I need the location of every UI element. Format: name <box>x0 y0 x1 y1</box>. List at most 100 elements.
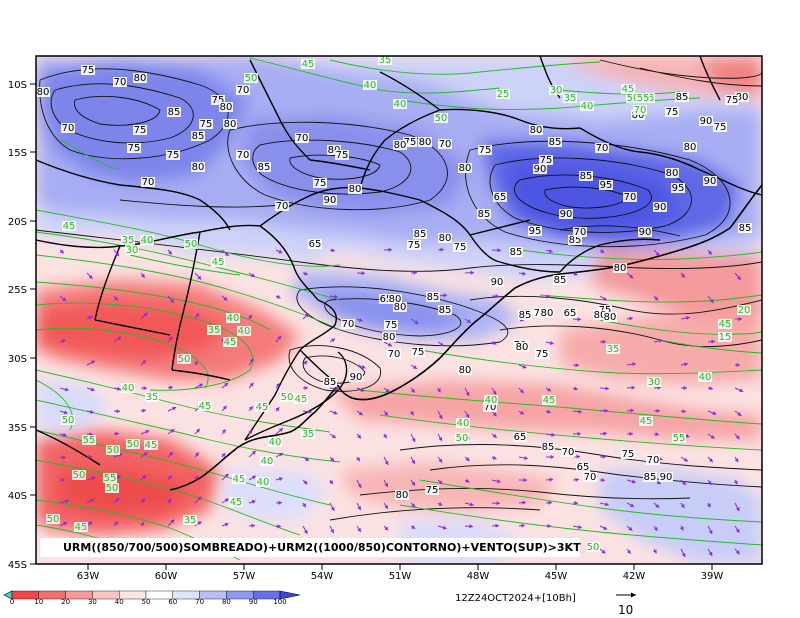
contour-label-black: 75 <box>127 143 141 154</box>
contour-label-green: 50 <box>586 542 600 553</box>
svg-text:95: 95 <box>672 183 685 194</box>
wind-arrow <box>734 410 742 417</box>
lon-label: 51W <box>389 571 412 582</box>
lat-label: 25S <box>8 285 27 296</box>
wind-arrow <box>599 478 606 483</box>
svg-text:40: 40 <box>238 326 251 337</box>
svg-text:35: 35 <box>208 325 221 336</box>
svg-text:90: 90 <box>534 164 547 175</box>
contour-label-black: 85 <box>413 229 427 240</box>
contour-label-black: 75 <box>335 150 349 161</box>
wind-arrow <box>653 525 658 532</box>
contour-label-green: 35 <box>378 55 392 66</box>
wind-arrow <box>194 520 202 527</box>
contour-label-black: 65 <box>379 294 393 305</box>
contour-label-black: 80 <box>603 312 617 323</box>
wind-arrow <box>383 341 393 347</box>
svg-text:80: 80 <box>439 233 452 244</box>
wind-arrow <box>653 338 663 343</box>
svg-text:75: 75 <box>426 485 439 496</box>
svg-text:75: 75 <box>212 95 225 106</box>
contour-label-black: 75 <box>384 320 398 331</box>
wind-arrow <box>86 476 96 481</box>
wind-arrow <box>652 548 657 554</box>
svg-text:70: 70 <box>237 150 250 161</box>
wind-arrow <box>464 524 474 529</box>
contour-label-black: 75 <box>133 125 147 136</box>
contour-label-black: 80 <box>382 332 396 343</box>
contour-label-black: 70 <box>236 85 250 96</box>
svg-text:85: 85 <box>580 171 593 182</box>
contour-label-green: 40 <box>698 372 712 383</box>
svg-text:35: 35 <box>302 429 315 440</box>
svg-text:35: 35 <box>564 93 577 104</box>
contour-label-green: 45 <box>639 416 653 427</box>
wind-arrow <box>167 406 177 412</box>
contour-label-green: 50 <box>126 439 140 450</box>
wind-arrow <box>680 456 689 462</box>
contour-label-black: 65 <box>308 239 322 250</box>
svg-text:65: 65 <box>577 462 590 473</box>
wind-arrow <box>302 409 312 414</box>
wind-arrow <box>626 525 633 531</box>
wind-arrow <box>680 362 688 367</box>
wind-arrow <box>410 364 418 370</box>
svg-text:80: 80 <box>594 310 607 321</box>
svg-text:50: 50 <box>245 73 258 84</box>
svg-text:25: 25 <box>497 89 510 100</box>
wind-arrow <box>59 499 69 504</box>
wind-arrow <box>329 248 336 253</box>
contour-label-black: 80 <box>438 233 452 244</box>
wind-arrow <box>653 408 661 413</box>
wind-arrow <box>194 496 202 504</box>
contour-label-green: 50 <box>244 73 258 84</box>
vector-scale: 10 <box>616 592 636 617</box>
wind-arrow <box>464 318 472 324</box>
svg-text:85: 85 <box>554 275 567 286</box>
contour-label-black: 80 <box>529 125 543 136</box>
wind-arrow <box>518 500 527 505</box>
svg-text:80: 80 <box>328 145 341 156</box>
wind-arrow <box>491 387 497 396</box>
contour-label-black: 75 <box>313 178 327 189</box>
lat-label: 35S <box>8 423 27 434</box>
svg-text:40: 40 <box>699 372 712 383</box>
wind-arrow <box>356 502 362 511</box>
wind-arrow <box>734 316 743 322</box>
wind-arrow <box>437 341 445 347</box>
svg-text:20: 20 <box>738 305 751 316</box>
wind-arrow <box>734 387 744 393</box>
svg-text:90: 90 <box>639 227 652 238</box>
svg-text:85: 85 <box>676 92 689 103</box>
lat-label: 15S <box>8 148 27 159</box>
svg-text:45: 45 <box>295 394 308 405</box>
wind-arrow <box>491 479 501 484</box>
svg-text:85: 85 <box>192 131 205 142</box>
wind-arrow <box>140 521 145 527</box>
wind-arrow <box>410 387 416 394</box>
svg-text:70: 70 <box>142 177 155 188</box>
wind-arrow <box>86 360 96 366</box>
wind-arrow <box>59 387 69 392</box>
contour-label-green: 45 <box>229 497 243 508</box>
svg-text:85: 85 <box>569 235 582 246</box>
contour-label-black: 85 <box>738 223 752 234</box>
contour-label-black: 70 <box>583 472 597 483</box>
svg-text:90: 90 <box>660 472 673 483</box>
wind-arrow <box>383 479 389 488</box>
wind-arrow <box>626 385 636 390</box>
svg-text:50: 50 <box>627 93 640 104</box>
lon-label: 39W <box>701 571 724 582</box>
wind-arrow <box>302 360 308 366</box>
svg-text:45: 45 <box>230 497 243 508</box>
wind-arrow <box>626 272 634 279</box>
svg-text:45: 45 <box>145 440 158 451</box>
wind-arrow <box>437 247 445 252</box>
svg-text:40: 40 <box>269 437 282 448</box>
contour-label-green: 50 <box>626 93 640 104</box>
contour-label-green: 45 <box>211 257 225 268</box>
contour-label-green: 50 <box>455 433 469 444</box>
svg-text:40: 40 <box>581 101 594 112</box>
svg-text:65: 65 <box>564 308 577 319</box>
